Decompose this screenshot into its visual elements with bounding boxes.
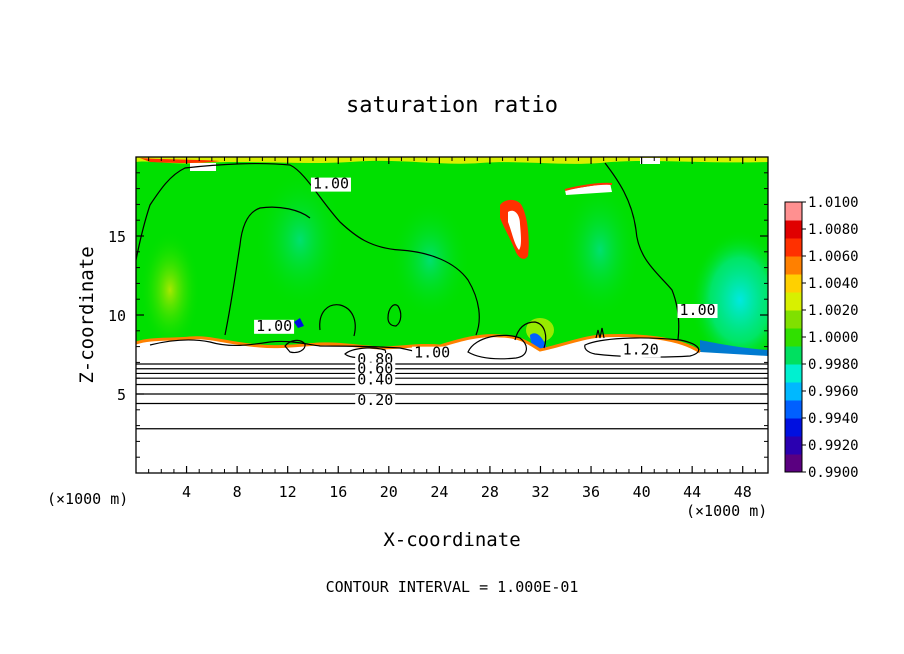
contour-label: 0.20 <box>357 391 393 409</box>
horizontal-contours <box>136 363 768 430</box>
contour-small-1 <box>284 339 306 354</box>
colorbar-segment <box>785 418 802 437</box>
field-blob-yellowgreen <box>140 230 200 350</box>
colorbar-segment <box>785 346 802 365</box>
contour-1-00-left <box>224 206 311 336</box>
contour-bump-1 <box>467 334 527 360</box>
colorbar-segment <box>785 256 802 275</box>
contour-label: 0.40 <box>357 371 393 389</box>
colorbar-segment <box>785 202 802 221</box>
field-blob-teal-left <box>255 170 345 310</box>
contour-label: 1.00 <box>680 301 716 319</box>
field-top-red-3 <box>564 182 613 191</box>
contour-label-bg <box>355 362 396 377</box>
colorbar-segment <box>785 454 802 473</box>
x-tick-label: 20 <box>380 483 398 501</box>
colorbar-tick-label: 0.9980 <box>808 357 859 373</box>
colorbar-tick-label: 1.0000 <box>808 330 859 346</box>
x-tick-label: 8 <box>233 483 242 501</box>
contour-1-20 <box>584 337 700 358</box>
contour-label-bg <box>620 343 661 358</box>
contour-label-bg <box>677 304 718 318</box>
colorbar-tick-label: 1.0100 <box>808 195 859 211</box>
field-bottom-orange <box>136 334 701 354</box>
x-tick-label: 48 <box>734 483 752 501</box>
x-tick-label: 40 <box>633 483 651 501</box>
contour-label: 1.00 <box>256 317 292 335</box>
contour-patch-1 <box>514 321 547 349</box>
x-tick-label: 24 <box>430 483 448 501</box>
colorbar-segment <box>785 310 802 329</box>
contour-label-bg <box>412 346 453 361</box>
contour-label: 1.00 <box>313 175 349 193</box>
field-top-white-1 <box>190 163 216 171</box>
x-axis-label: X-coordinate <box>383 529 520 551</box>
colorbar-segment <box>785 292 802 311</box>
colorbar-tick-label: 1.0080 <box>808 222 859 238</box>
y-tick-label: 15 <box>108 228 126 246</box>
colorbar-tick-label: 1.0060 <box>808 249 859 265</box>
y-axis-label: Z-coordinate <box>76 246 98 383</box>
colorbar-segment <box>785 364 802 383</box>
field-top-white-3 <box>565 183 612 195</box>
chart-title: saturation ratio <box>346 93 558 118</box>
colorbar-tick-label: 1.0020 <box>808 303 859 319</box>
x-tick-label: 44 <box>683 483 701 501</box>
colorbar-tick-label: 1.0040 <box>808 276 859 292</box>
contour-label-bg <box>355 394 396 409</box>
colorbar-segment <box>785 220 802 239</box>
colorbar-tick-label: 0.9940 <box>808 411 859 427</box>
x-tick-label: 28 <box>481 483 499 501</box>
contour-interval-note: CONTOUR INTERVAL = 1.000E-01 <box>326 578 579 596</box>
field-blob-teal-right <box>560 180 640 320</box>
colorbar-segment <box>785 400 802 419</box>
contour-ring <box>319 304 356 337</box>
contour-label: 1.20 <box>623 341 659 359</box>
colorbar-tick-label: 0.9960 <box>808 384 859 400</box>
saturation-field <box>136 157 768 473</box>
colorbar-segment <box>785 238 802 257</box>
field-blob-cyan <box>690 230 768 370</box>
x-tick-label: 12 <box>279 483 297 501</box>
y-tick-label: 10 <box>108 307 126 325</box>
x-unit-left: (×1000 m) <box>47 490 128 508</box>
contour-label-bg <box>254 319 295 334</box>
x-tick-label: 16 <box>329 483 347 501</box>
x-unit-right: (×1000 m) <box>686 502 767 520</box>
contour-ellipse-small <box>387 304 402 327</box>
contour-label-bg <box>355 373 396 388</box>
contour-label: 0.60 <box>357 359 393 377</box>
contour-label: 1.00 <box>414 344 450 362</box>
x-axis: 4 8 12 16 20 24 28 32 36 40 44 48 <box>148 157 756 501</box>
colorbar: 1.0100 1.0080 1.0060 1.0040 1.0020 1.0000 0.99… <box>784 195 859 481</box>
field-blue-spot-2 <box>294 318 304 328</box>
colorbar-segment <box>785 274 802 293</box>
y-axis: 5 10 15 <box>108 172 768 458</box>
contour-spikes <box>595 327 605 339</box>
field-top-white-2 <box>640 158 660 164</box>
x-tick-label: 4 <box>182 483 191 501</box>
x-tick-label: 36 <box>582 483 600 501</box>
colorbar-tick-label: 0.9900 <box>808 465 859 481</box>
field-top-red <box>140 158 220 163</box>
colorbar-segment <box>785 328 802 347</box>
field-lower-white <box>136 360 768 473</box>
colorbar-tick-label: 0.9920 <box>808 438 859 454</box>
contour-1-00-main <box>136 162 480 336</box>
colorbar-segment <box>785 382 802 401</box>
y-tick-label: 5 <box>117 386 126 404</box>
contour-bottom-wave <box>149 339 441 359</box>
contour-label-bg <box>310 177 351 192</box>
colorbar-segment <box>785 436 802 455</box>
field-red-patch-white <box>508 210 521 250</box>
field-blob-teal-mid <box>390 200 470 320</box>
x-tick-label: 32 <box>531 483 549 501</box>
contour-labels: 1.001.001.001.00 1.200.800.600.400.20 <box>254 175 718 409</box>
